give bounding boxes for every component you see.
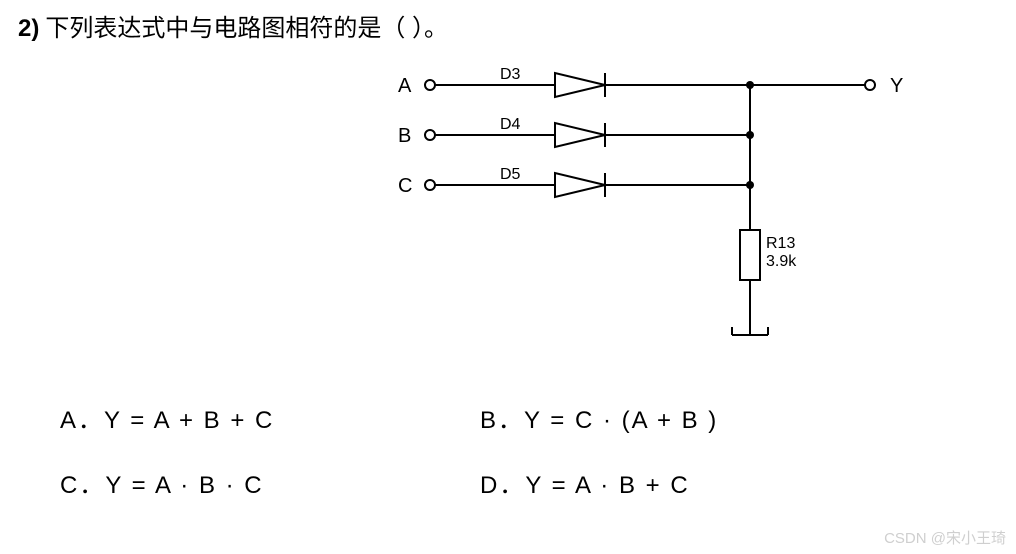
option-letter: A． xyxy=(60,407,104,434)
svg-text:B: B xyxy=(398,125,411,147)
svg-text:3.9k: 3.9k xyxy=(766,253,797,270)
watermark: CSDN @宋小王琦 xyxy=(884,527,1006,548)
option-expr: Y = A · B + C xyxy=(525,472,689,499)
question-line: 2)下列表达式中与电路图相符的是（ ）。 xyxy=(18,8,448,43)
option-c: C．Y = A · B · C xyxy=(60,465,480,500)
option-letter: C． xyxy=(60,472,105,499)
option-letter: D． xyxy=(480,472,525,499)
options-row-1: A．Y = A + B + C B．Y = C · (A + B ) xyxy=(60,400,960,435)
question-number: 2) xyxy=(18,15,39,42)
option-expr: Y = C · (A + B ) xyxy=(524,407,718,434)
option-letter: B． xyxy=(480,407,524,434)
svg-text:D4: D4 xyxy=(500,116,521,133)
svg-text:A: A xyxy=(398,75,412,97)
option-a: A．Y = A + B + C xyxy=(60,400,480,435)
options-row-2: C．Y = A · B · C D．Y = A · B + C xyxy=(60,465,960,500)
svg-text:R13: R13 xyxy=(766,235,795,252)
option-expr: Y = A · B · C xyxy=(105,472,263,499)
svg-text:D3: D3 xyxy=(500,66,521,83)
option-d: D．Y = A · B + C xyxy=(480,465,690,500)
option-b: B．Y = C · (A + B ) xyxy=(480,400,718,435)
svg-text:D5: D5 xyxy=(500,166,521,183)
circuit-diagram: A D3 B D4 C D5 Y R133.9k xyxy=(390,55,910,365)
question-text: 下列表达式中与电路图相符的是（ ）。 xyxy=(45,15,448,42)
option-expr: Y = A + B + C xyxy=(104,407,274,434)
svg-text:C: C xyxy=(398,175,412,197)
svg-text:Y: Y xyxy=(890,75,903,97)
options-block: A．Y = A + B + C B．Y = C · (A + B ) C．Y =… xyxy=(60,400,960,530)
